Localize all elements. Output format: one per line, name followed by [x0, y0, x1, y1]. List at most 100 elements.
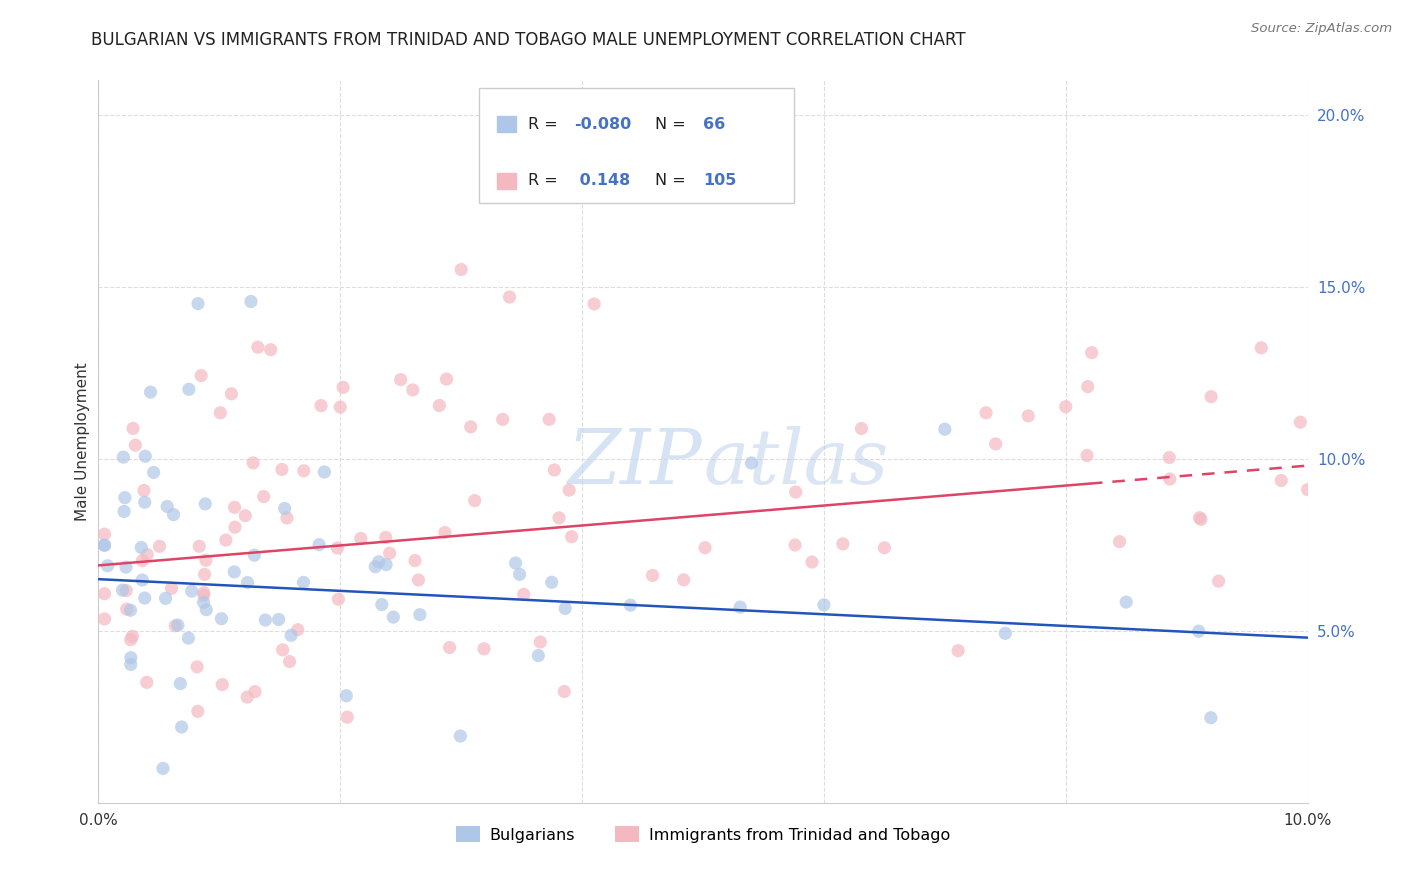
Point: [554, 601, 576, 615]
Point: [131, 573, 153, 587]
Point: [187, 296, 209, 310]
Point: [134, 591, 156, 605]
Point: [122, 421, 145, 435]
Point: [561, 530, 583, 544]
Point: [162, 508, 184, 522]
Point: [194, 553, 217, 567]
Point: [233, 508, 256, 523]
Point: [129, 541, 152, 555]
Point: [439, 640, 461, 655]
Text: -0.080: -0.080: [574, 117, 631, 132]
Point: [242, 456, 264, 470]
Point: [195, 602, 218, 616]
Point: [170, 720, 193, 734]
Point: [112, 504, 135, 518]
Point: [236, 575, 259, 590]
Point: [155, 591, 177, 606]
Point: [873, 541, 896, 555]
Point: [329, 400, 352, 414]
Point: [1108, 534, 1130, 549]
Point: [243, 548, 266, 562]
Point: [547, 166, 569, 180]
Point: [336, 710, 359, 724]
Point: [934, 422, 956, 436]
Point: [509, 567, 531, 582]
Point: [96, 558, 118, 573]
Point: [211, 612, 233, 626]
Point: [436, 372, 458, 386]
Point: [785, 485, 807, 500]
Point: [974, 406, 997, 420]
Point: [260, 343, 283, 357]
Point: [1199, 390, 1222, 404]
FancyBboxPatch shape: [479, 87, 793, 203]
Point: [367, 555, 389, 569]
Point: [1289, 415, 1312, 429]
Text: ZIP: ZIP: [568, 426, 703, 500]
Point: [186, 660, 208, 674]
FancyBboxPatch shape: [498, 117, 516, 132]
Point: [371, 598, 394, 612]
Point: [236, 690, 259, 705]
Point: [193, 567, 215, 582]
Point: [543, 463, 565, 477]
Point: [984, 437, 1007, 451]
Point: [93, 587, 115, 601]
Point: [224, 520, 246, 534]
Point: [160, 582, 183, 596]
Point: [131, 553, 153, 567]
Point: [831, 537, 853, 551]
Point: [505, 556, 527, 570]
Text: 0.148: 0.148: [574, 173, 630, 188]
Text: N =: N =: [655, 173, 686, 188]
Point: [1077, 379, 1099, 393]
Point: [404, 553, 426, 567]
Point: [450, 262, 472, 277]
Text: N =: N =: [655, 117, 686, 132]
Point: [114, 491, 136, 505]
Point: [408, 573, 430, 587]
Point: [187, 704, 209, 718]
Point: [93, 612, 115, 626]
Point: [152, 761, 174, 775]
Point: [328, 592, 350, 607]
Point: [243, 684, 266, 698]
Point: [1296, 483, 1319, 497]
Point: [139, 385, 162, 400]
Point: [1189, 512, 1212, 526]
Text: 66: 66: [703, 117, 725, 132]
Point: [111, 583, 134, 598]
Point: [292, 464, 315, 478]
Point: [211, 678, 233, 692]
Point: [271, 643, 294, 657]
Point: [215, 533, 238, 547]
Point: [374, 531, 396, 545]
Point: [492, 412, 515, 426]
Point: [115, 583, 138, 598]
Point: [194, 497, 217, 511]
Point: [851, 421, 873, 435]
Point: [120, 632, 142, 647]
Point: [148, 539, 170, 553]
Point: [375, 558, 398, 572]
Point: [619, 598, 641, 612]
Point: [433, 525, 456, 540]
Point: [529, 635, 551, 649]
Point: [364, 559, 387, 574]
Point: [813, 598, 835, 612]
Point: [548, 511, 571, 525]
Point: [641, 568, 664, 582]
Point: [193, 588, 215, 602]
Point: [167, 618, 190, 632]
Point: [136, 548, 159, 562]
Point: [115, 602, 138, 616]
Point: [740, 456, 762, 470]
Point: [93, 538, 115, 552]
Point: [1159, 472, 1181, 486]
Point: [1159, 450, 1181, 465]
Point: [112, 450, 135, 464]
Point: [1188, 624, 1211, 639]
Point: [142, 466, 165, 480]
Point: [553, 684, 575, 698]
Point: [314, 465, 336, 479]
